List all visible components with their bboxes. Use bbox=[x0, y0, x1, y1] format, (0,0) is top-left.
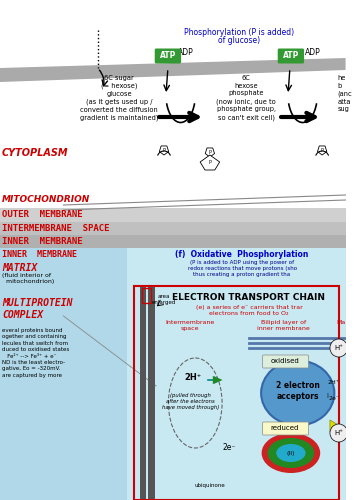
Text: INNER  MEMBRANE: INNER MEMBRANE bbox=[2, 237, 82, 246]
Circle shape bbox=[330, 339, 348, 357]
Circle shape bbox=[330, 424, 348, 442]
Text: everal proteins bound
ogether and containing
lecules that switch from
duced to o: everal proteins bound ogether and contai… bbox=[2, 328, 69, 378]
Text: (P is added to ADP using the power of
redox reactions that move protons (sho
thu: (P is added to ADP using the power of re… bbox=[188, 260, 297, 277]
Text: H⁺: H⁺ bbox=[334, 430, 343, 436]
Text: 2 electron
acceptors: 2 electron acceptors bbox=[276, 381, 320, 401]
Text: he
b
(anc
atta
sug: he b (anc atta sug bbox=[338, 75, 352, 112]
Text: P: P bbox=[162, 148, 165, 152]
Text: 2e⁻: 2e⁻ bbox=[223, 444, 236, 452]
Text: ATP: ATP bbox=[283, 52, 299, 60]
Text: ELECTRON TRANSPORT CHAIN: ELECTRON TRANSPORT CHAIN bbox=[172, 293, 325, 302]
Text: Ma: Ma bbox=[337, 320, 346, 325]
FancyBboxPatch shape bbox=[155, 48, 181, 64]
Text: CYTOPLASM: CYTOPLASM bbox=[2, 148, 69, 158]
Text: (e) a series of e⁻ carriers that trar
electrons from food to O₂: (e) a series of e⁻ carriers that trar el… bbox=[195, 305, 302, 316]
Bar bbox=[0, 235, 346, 248]
Text: ATP: ATP bbox=[160, 52, 176, 60]
FancyBboxPatch shape bbox=[263, 355, 308, 368]
Text: 6C
hexose
phosphate
(now ionic, due to
phosphate group,
so can't exit cell): 6C hexose phosphate (now ionic, due to p… bbox=[216, 75, 276, 120]
Text: ADP: ADP bbox=[304, 48, 320, 57]
Text: (fluid interior of
  mitochondrion): (fluid interior of mitochondrion) bbox=[2, 273, 54, 284]
Text: MITOCHONDRION: MITOCHONDRION bbox=[2, 195, 90, 204]
Bar bbox=[134, 286, 339, 500]
Text: 2e⁻: 2e⁻ bbox=[328, 396, 339, 400]
Text: ubiquinone: ubiquinone bbox=[194, 483, 225, 488]
Polygon shape bbox=[330, 420, 340, 432]
Text: 2H⁺: 2H⁺ bbox=[185, 374, 202, 382]
Text: MULTIPROTEIN
COMPLEX: MULTIPROTEIN COMPLEX bbox=[2, 298, 73, 320]
Text: Bilipid layer of
inner membrane: Bilipid layer of inner membrane bbox=[257, 320, 309, 331]
Text: area
enlarged: area enlarged bbox=[152, 294, 176, 305]
Text: oxidised: oxidised bbox=[271, 358, 299, 364]
Text: MATRIX: MATRIX bbox=[2, 263, 37, 273]
Text: reduced: reduced bbox=[271, 425, 299, 431]
Text: (f)  Oxidative  Phosphorylation: (f) Oxidative Phosphorylation bbox=[176, 250, 309, 259]
Ellipse shape bbox=[268, 438, 314, 468]
Text: INTERMEMBRANE  SPACE: INTERMEMBRANE SPACE bbox=[2, 224, 109, 233]
Ellipse shape bbox=[276, 444, 306, 462]
Text: H⁺: H⁺ bbox=[334, 345, 343, 351]
Polygon shape bbox=[200, 155, 219, 170]
Text: 6C sugar
(= hexose)
glucose
(as it gets used up /
converted the diffusion
gradie: 6C sugar (= hexose) glucose (as it gets … bbox=[80, 75, 158, 121]
Ellipse shape bbox=[261, 360, 334, 426]
Text: of glucose): of glucose) bbox=[218, 36, 260, 45]
Bar bbox=[0, 248, 127, 500]
Bar bbox=[139, 286, 147, 500]
Text: (II): (II) bbox=[287, 450, 295, 456]
Text: (pulled through
after the electrons
have moved through): (pulled through after the electrons have… bbox=[162, 393, 219, 410]
Bar bbox=[0, 208, 346, 222]
Ellipse shape bbox=[262, 433, 320, 473]
Text: Phosphorylation (P is added): Phosphorylation (P is added) bbox=[184, 28, 294, 37]
Polygon shape bbox=[213, 376, 223, 384]
Bar bbox=[0, 222, 346, 235]
Text: I: I bbox=[326, 393, 328, 399]
FancyBboxPatch shape bbox=[263, 422, 308, 435]
Text: ADP: ADP bbox=[178, 48, 193, 57]
Text: INNER  MEMBRANE: INNER MEMBRANE bbox=[2, 250, 77, 259]
Text: P: P bbox=[321, 148, 324, 152]
FancyBboxPatch shape bbox=[278, 48, 304, 64]
Text: P: P bbox=[209, 160, 211, 166]
Polygon shape bbox=[0, 58, 346, 82]
Bar bbox=[142, 288, 151, 303]
Text: P: P bbox=[209, 150, 211, 154]
Bar bbox=[148, 286, 155, 500]
Text: OUTER  MEMBRANE: OUTER MEMBRANE bbox=[2, 210, 82, 219]
Text: 2H⁺: 2H⁺ bbox=[328, 380, 340, 386]
Text: Intermembrane
space: Intermembrane space bbox=[166, 320, 215, 331]
Bar bbox=[127, 248, 346, 500]
